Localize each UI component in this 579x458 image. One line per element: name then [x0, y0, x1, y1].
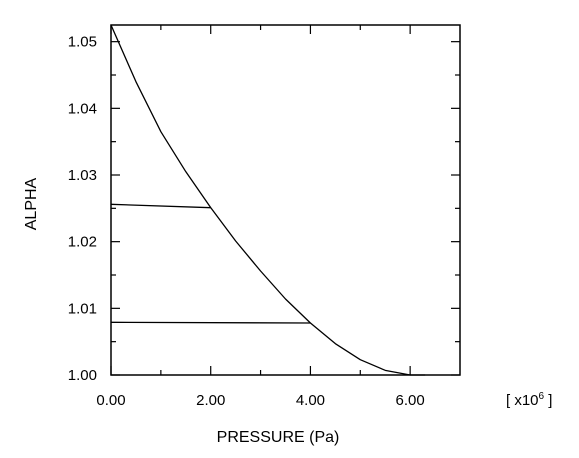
x-multiplier-exponent: 6: [539, 391, 545, 402]
series-line-1: [110, 24, 426, 376]
y-tick-label: 1.02: [68, 234, 97, 251]
plot-frame: [110, 24, 461, 376]
x-axis-label: PRESSURE (Pa): [217, 429, 340, 446]
y-tick-label: 1.00: [68, 367, 97, 384]
y-axis-label: ALPHA: [23, 177, 40, 230]
y-tick-label: 1.04: [68, 100, 97, 117]
x-tick-label: 2.00: [196, 392, 225, 409]
x-multiplier-base: [ x10: [506, 392, 539, 409]
x-tick-label: 6.00: [396, 392, 425, 409]
y-tick-label: 1.05: [68, 34, 97, 51]
series-group: [110, 24, 426, 376]
axis-tick-labels: 0.00 2.00 4.00 6.00 1.00 1.01 1.02 1.03 1.04 1.05: [68, 34, 425, 409]
y-tick-label: 1.03: [68, 167, 97, 184]
series-line-2: [110, 203, 211, 209]
x-tick-label: 4.00: [296, 392, 325, 409]
x-tick-label: 0.00: [96, 392, 125, 409]
axis-ticks: [110, 25, 460, 376]
series-line-3: [110, 321, 311, 324]
x-multiplier-close: ]: [544, 392, 552, 409]
y-tick-label: 1.01: [68, 300, 97, 317]
x-axis-multiplier: [ x106 ]: [506, 391, 552, 409]
